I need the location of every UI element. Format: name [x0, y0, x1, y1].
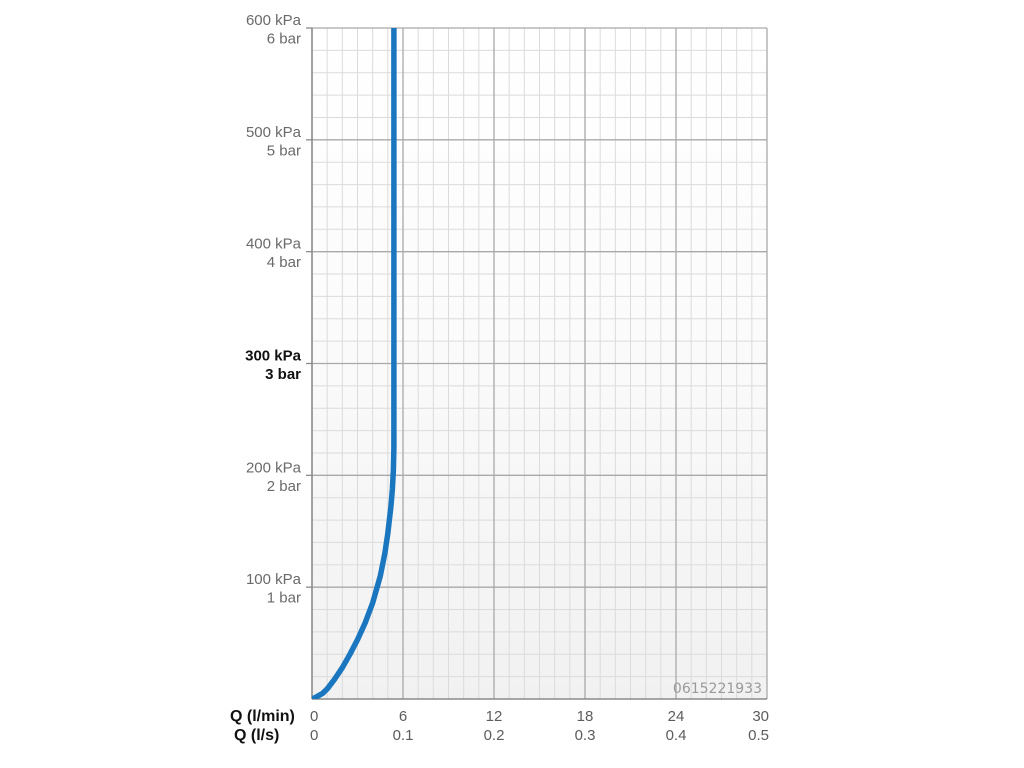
y-tick-label-kpa: 300 kPa — [245, 348, 302, 365]
series-group — [312, 28, 397, 699]
x-tick-label-lmin: 6 — [399, 708, 407, 725]
x-tick-label-lmin: 30 — [752, 708, 769, 725]
axes — [306, 27, 767, 700]
y-tick-label-kpa: 100 kPa — [246, 571, 302, 588]
x-axis-label-lmin: Q (l/min) — [230, 708, 295, 725]
x-tick-label-ls: 0.1 — [393, 727, 414, 744]
y-tick-label-bar: 4 bar — [267, 254, 301, 271]
chart-annotation: 0615221933 — [673, 681, 762, 697]
y-tick-label-bar: 5 bar — [267, 142, 301, 159]
y-tick-label-kpa: 600 kPa — [246, 12, 302, 29]
y-tick-label-kpa: 400 kPa — [246, 236, 302, 253]
x-tick-label-lmin: 12 — [486, 708, 503, 725]
x-axis-label-ls: Q (l/s) — [234, 727, 279, 744]
x-tick-label-lmin: 18 — [577, 708, 594, 725]
x-tick-label-ls: 0.4 — [666, 727, 687, 744]
x-tick-label-lmin: 0 — [310, 708, 318, 725]
x-tick-label-ls: 0.2 — [484, 727, 505, 744]
y-tick-label-bar: 1 bar — [267, 590, 301, 607]
series-line — [312, 28, 397, 699]
x-tick-label-ls: 0.3 — [575, 727, 596, 744]
x-tick-label-lmin: 24 — [668, 708, 685, 725]
x-tick-label-ls: 0 — [310, 727, 318, 744]
y-tick-label-bar: 3 bar — [265, 366, 301, 383]
y-tick-label-kpa: 200 kPa — [246, 459, 302, 476]
y-tick-label-bar: 2 bar — [267, 478, 301, 495]
x-tick-labels: 0 0 6 0.1 12 0.2 18 0.3 24 0.4 30 0.5 — [310, 708, 769, 744]
x-tick-label-ls: 0.5 — [748, 727, 769, 744]
y-tick-label-bar: 6 bar — [267, 31, 301, 48]
major-grid — [312, 27, 768, 699]
y-tick-label-kpa: 500 kPa — [246, 124, 302, 141]
